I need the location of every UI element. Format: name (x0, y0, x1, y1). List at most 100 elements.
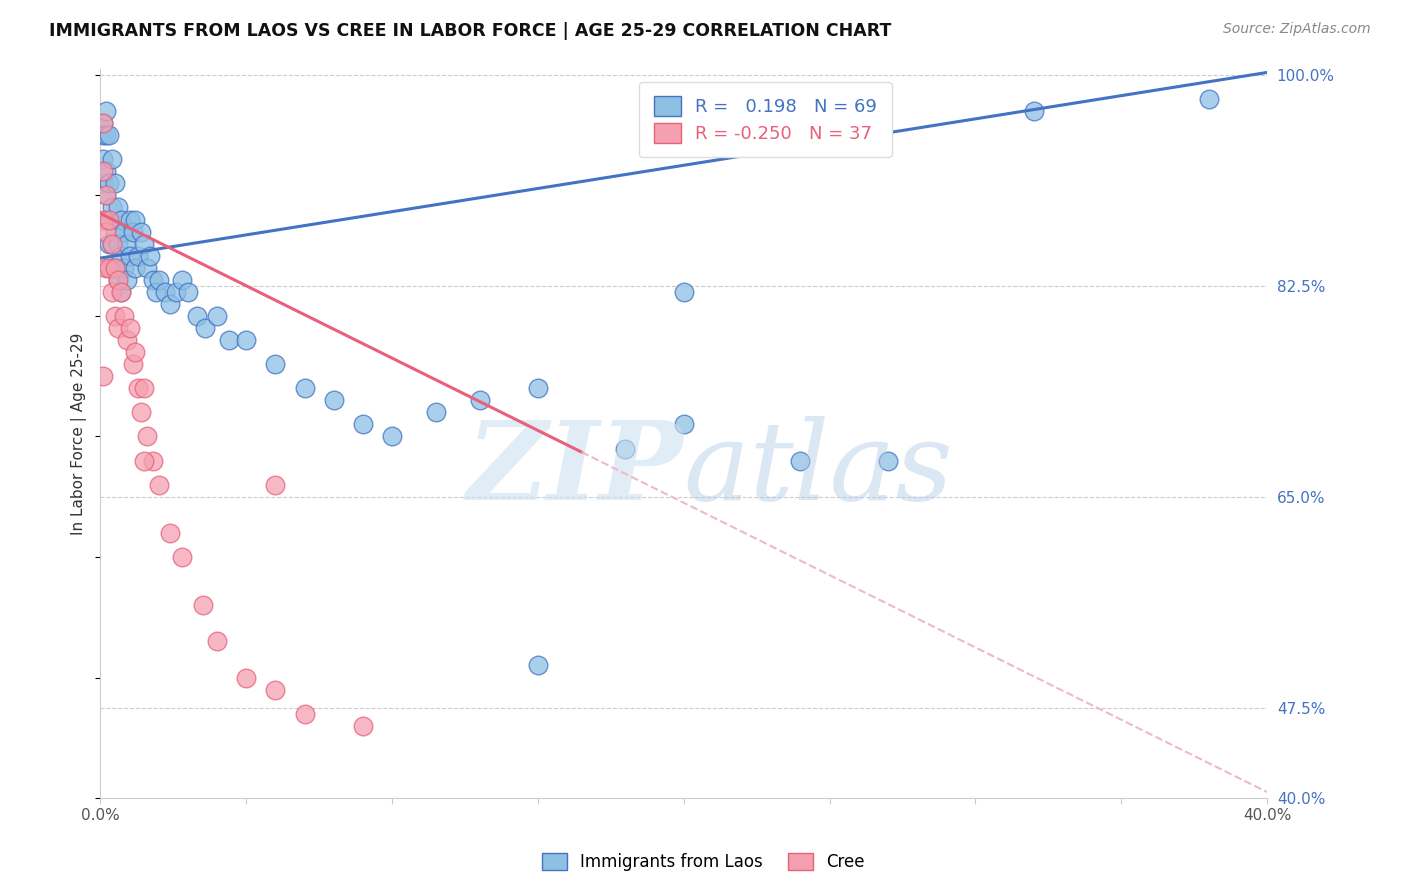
Point (121, 357, 143, 371)
Point (134, 453, 156, 467)
Point (93, 116, 115, 130)
Point (235, 671, 257, 685)
Point (93, 369, 115, 384)
Point (107, 273, 129, 287)
Point (381, 429, 404, 443)
Point (136, 260, 159, 275)
Point (121, 225, 143, 239)
Point (205, 634, 228, 648)
Point (96, 188, 118, 202)
Point (177, 285, 200, 299)
Point (672, 285, 695, 299)
Point (110, 285, 132, 299)
Point (127, 381, 149, 395)
Point (129, 405, 152, 419)
Y-axis label: In Labor Force | Age 25-29: In Labor Force | Age 25-29 (72, 332, 87, 534)
Point (218, 333, 240, 347)
Point (789, 453, 811, 467)
Point (107, 273, 129, 287)
Text: ZIP: ZIP (467, 417, 683, 524)
Point (159, 297, 181, 311)
Point (205, 309, 228, 323)
Point (127, 249, 149, 263)
Point (172, 273, 194, 287)
Point (104, 260, 127, 275)
Point (93, 153, 115, 167)
Point (98, 236, 121, 251)
Text: Source: ZipAtlas.com: Source: ZipAtlas.com (1223, 22, 1371, 37)
Point (134, 236, 156, 251)
Point (112, 260, 135, 275)
Point (98, 212, 121, 227)
Point (104, 177, 127, 191)
Point (264, 682, 287, 697)
Point (124, 345, 146, 359)
Point (1198, 92, 1220, 106)
Point (235, 333, 257, 347)
Point (98, 177, 121, 191)
Point (352, 417, 374, 432)
Point (124, 212, 146, 227)
Point (264, 477, 287, 491)
Point (101, 153, 124, 167)
Point (1022, 103, 1045, 118)
Point (98, 212, 121, 227)
Point (112, 225, 135, 239)
Point (672, 417, 695, 432)
Point (104, 309, 127, 323)
Point (118, 249, 141, 263)
Point (107, 321, 129, 335)
Point (96, 103, 118, 118)
Point (191, 598, 214, 612)
Point (148, 477, 170, 491)
Point (101, 260, 124, 275)
Point (118, 212, 141, 227)
Point (139, 249, 162, 263)
Point (112, 309, 135, 323)
Point (527, 658, 550, 673)
Point (104, 260, 127, 275)
Point (93, 116, 115, 130)
Point (101, 236, 124, 251)
Point (159, 525, 181, 540)
Point (134, 381, 156, 395)
Point (186, 309, 208, 323)
Point (98, 260, 121, 275)
Point (614, 442, 637, 456)
Point (115, 333, 138, 347)
Point (101, 201, 124, 215)
Point (101, 236, 124, 251)
Text: IMMIGRANTS FROM LAOS VS CREE IN LABOR FORCE | AGE 25-29 CORRELATION CHART: IMMIGRANTS FROM LAOS VS CREE IN LABOR FO… (49, 22, 891, 40)
Point (527, 381, 550, 395)
Point (93, 212, 115, 227)
Point (352, 719, 374, 733)
Point (124, 260, 146, 275)
Point (110, 212, 132, 227)
Point (96, 212, 118, 227)
Point (468, 393, 491, 408)
Point (877, 453, 900, 467)
Point (98, 128, 121, 142)
Point (145, 285, 167, 299)
Point (96, 225, 118, 239)
Text: atlas: atlas (683, 417, 953, 524)
Point (194, 321, 217, 335)
Point (107, 236, 129, 251)
Point (118, 321, 141, 335)
Point (322, 393, 344, 408)
Legend: R =   0.198   N = 69, R = -0.250   N = 37: R = 0.198 N = 69, R = -0.250 N = 37 (640, 81, 891, 157)
Point (104, 225, 127, 239)
Point (142, 273, 165, 287)
Point (425, 405, 447, 419)
Point (96, 188, 118, 202)
Point (101, 285, 124, 299)
Point (115, 236, 138, 251)
Point (93, 177, 115, 191)
Point (96, 260, 118, 275)
Point (110, 285, 132, 299)
Point (172, 549, 194, 564)
Point (165, 285, 187, 299)
Legend: Immigrants from Laos, Cree: Immigrants from Laos, Cree (533, 845, 873, 880)
Point (93, 128, 115, 142)
Point (142, 453, 165, 467)
